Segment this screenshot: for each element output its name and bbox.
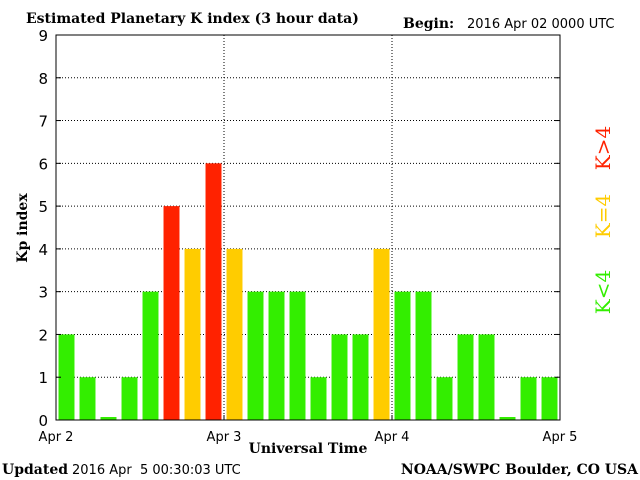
- kp-bar: [268, 291, 285, 420]
- chart-title: Estimated Planetary K index (3 hour data…: [26, 11, 359, 27]
- y-tick-label: 9: [38, 27, 48, 45]
- y-tick-label: 3: [38, 284, 48, 302]
- y-tick-label: 8: [38, 70, 48, 88]
- x-tick-label: Apr 2: [39, 430, 74, 445]
- kp-bar: [457, 334, 474, 420]
- begin-label: Begin:: [403, 16, 454, 32]
- kp-bar: [79, 377, 96, 420]
- kp-bar: [289, 291, 306, 420]
- kp-bar: [142, 291, 159, 420]
- kp-bar: [163, 206, 180, 420]
- kp-bar: [226, 248, 243, 420]
- legend-quiet: K<4: [591, 270, 615, 314]
- kp-bar: [121, 377, 138, 420]
- y-axis-ticks: 0 1 2 3 4 5 6 7 8 9: [38, 27, 560, 430]
- y-axis-label: Kp index: [15, 193, 31, 263]
- begin-value: 2016 Apr 02 0000 UTC: [467, 17, 615, 32]
- y-tick-label: 6: [38, 155, 48, 173]
- bars-group: [58, 163, 558, 421]
- kp-bar: [100, 417, 117, 420]
- kp-bar: [184, 248, 201, 420]
- kp-bar: [247, 291, 264, 420]
- y-tick-label: 2: [38, 326, 48, 344]
- kp-bar: [499, 417, 516, 420]
- x-tick-label: Apr 5: [543, 430, 578, 445]
- kp-bar: [310, 377, 327, 420]
- x-axis-label: Universal Time: [249, 441, 368, 457]
- legend-storm: K>4: [591, 126, 615, 170]
- plot-frame: [55, 34, 561, 421]
- y-tick-label: 7: [38, 113, 48, 131]
- x-tick-label: Apr 3: [207, 430, 242, 445]
- y-tick-label: 4: [38, 241, 48, 259]
- kp-bar: [541, 377, 558, 420]
- x-tick-label: Apr 4: [375, 430, 410, 445]
- y-tick-label: 0: [38, 412, 48, 430]
- y-tick-label: 1: [38, 369, 48, 387]
- source-credit: NOAA/SWPC Boulder, CO USA: [401, 462, 639, 478]
- y-tick-label: 5: [38, 198, 48, 216]
- updated-label: Updated: [2, 462, 68, 478]
- kp-bar: [352, 334, 369, 420]
- grid-lines: [56, 35, 560, 420]
- kp-bar: [205, 163, 222, 421]
- kp-bar: [373, 248, 390, 420]
- updated-value: 2016 Apr 5 00:30:03 UTC: [72, 463, 241, 478]
- kp-bar: [436, 377, 453, 420]
- kp-bar: [331, 334, 348, 420]
- x-axis-ticks: Apr 2 Apr 3 Apr 4 Apr 5: [39, 415, 578, 445]
- kp-bar: [58, 334, 75, 420]
- kp-bar: [415, 291, 432, 420]
- kp-bar: [520, 377, 537, 420]
- legend-active: K=4: [591, 194, 615, 238]
- kp-bar: [394, 291, 411, 420]
- kp-bar: [478, 334, 495, 420]
